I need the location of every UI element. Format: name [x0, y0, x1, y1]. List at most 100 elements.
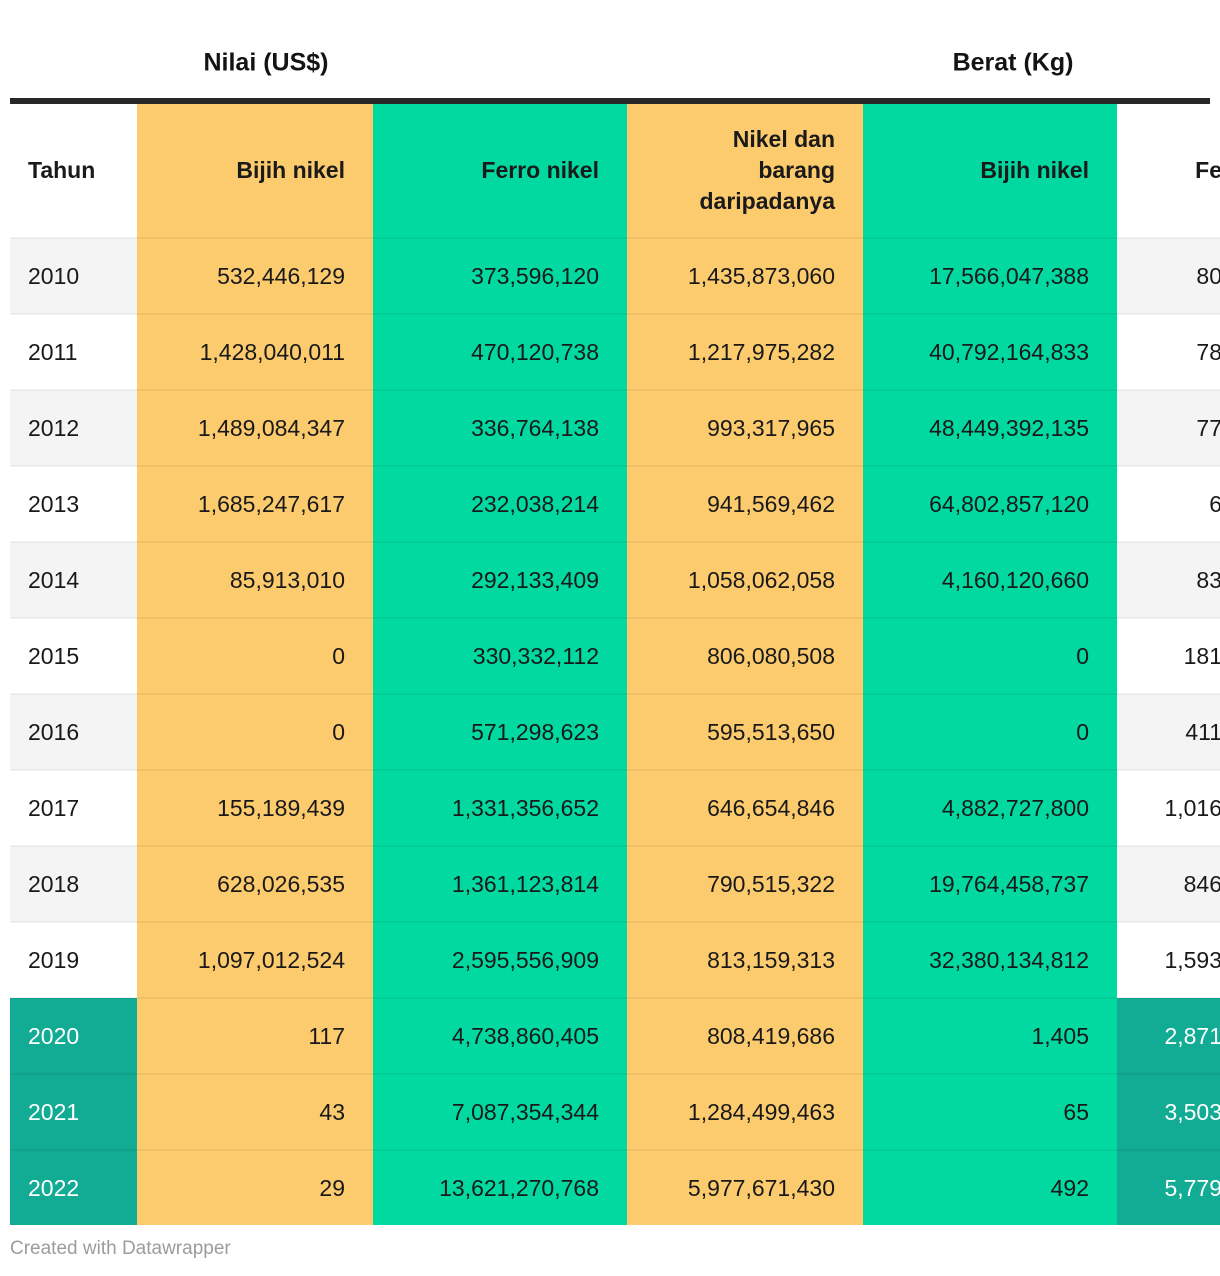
nilai-ferro-nikel-cell: 2,595,556,909 [373, 922, 627, 998]
nilai-bijih-nikel-cell: 29 [137, 1150, 373, 1225]
table-row: 2019 1,097,012,524 2,595,556,909 813,159… [10, 922, 1220, 998]
table-row: 2010 532,446,129 373,596,120 1,435,873,0… [10, 238, 1220, 314]
berat-ferro-nikel-cell-truncated: 1,016 [1164, 794, 1220, 821]
berat-ferro-nikel-cell-truncated: 77 [1117, 390, 1220, 466]
nilai-bijih-nikel-cell: 532,446,129 [137, 238, 373, 314]
table-row: 2016 0 571,298,623 595,513,650 0 411 [10, 694, 1220, 770]
table-row: 2018 628,026,535 1,361,123,814 790,515,3… [10, 846, 1220, 922]
berat-ferro-nikel-cell-truncated: 5,779 [1117, 1150, 1220, 1225]
table-header-row: Tahun Bijih nikel Ferro nikel Nikel dan … [10, 104, 1220, 238]
nilai-bijih-nikel-cell: 1,428,040,011 [137, 314, 373, 390]
column-header-nilai-bijih-nikel: Bijih nikel [137, 104, 373, 238]
nilai-nikel-dan-barang-cell: 813,159,313 [627, 922, 863, 998]
nilai-bijih-nikel-cell: 85,913,010 [137, 542, 373, 618]
nilai-ferro-nikel-cell: 373,596,120 [373, 238, 627, 314]
year-cell: 2012 [10, 390, 137, 466]
nilai-nikel-dan-barang-cell: 1,058,062,058 [627, 542, 863, 618]
table-row: 2022 29 13,621,270,768 5,977,671,430 492… [10, 1150, 1220, 1225]
berat-ferro-nikel-cell-truncated: 181 [1183, 642, 1220, 669]
nilai-ferro-nikel-cell: 470,120,738 [373, 314, 627, 390]
berat-ferro-nikel-cell-truncated: 846 [1117, 846, 1220, 922]
berat-bijih-nikel-cell: 48,449,392,135 [863, 390, 1117, 466]
nilai-bijih-nikel-cell: 0 [137, 618, 373, 694]
nilai-bijih-nikel-cell: 43 [137, 1074, 373, 1150]
table-row: 2014 85,913,010 292,133,409 1,058,062,05… [10, 542, 1220, 618]
nilai-bijih-nikel-cell: 1,097,012,524 [137, 922, 373, 998]
nilai-ferro-nikel-cell: 571,298,623 [373, 694, 627, 770]
berat-bijih-nikel-cell: 17,566,047,388 [863, 238, 1117, 314]
nilai-ferro-nikel-cell: 4,738,860,405 [373, 998, 627, 1074]
column-header-berat-bijih-nikel: Bijih nikel [863, 104, 1117, 238]
data-table: Tahun Bijih nikel Ferro nikel Nikel dan … [10, 104, 1220, 1225]
berat-bijih-nikel-cell: 19,764,458,737 [863, 846, 1117, 922]
year-cell: 2017 [28, 794, 80, 821]
nilai-bijih-nikel-cell: 0 [137, 694, 373, 770]
berat-bijih-nikel-cell: 32,380,134,812 [863, 922, 1117, 998]
nilai-nikel-dan-barang-cell: 1,217,975,282 [627, 314, 863, 390]
berat-bijih-nikel-cell: 492 [863, 1150, 1117, 1225]
nilai-bijih-nikel-cell: 628,026,535 [137, 846, 373, 922]
column-header-nilai-ferro-nikel: Ferro nikel [373, 104, 627, 238]
year-cell: 2018 [10, 846, 137, 922]
column-header-nilai-nikel-dan-barang: Nikel dan barang daripadanya [627, 104, 863, 238]
year-cell: 2019 [28, 946, 80, 973]
year-cell: 2013 [28, 490, 80, 517]
nilai-nikel-dan-barang-cell: 646,654,846 [627, 770, 863, 846]
berat-bijih-nikel-cell: 0 [863, 694, 1117, 770]
column-group-header-berat: Berat (Kg) [952, 48, 1074, 77]
column-header-tahun: Tahun [28, 156, 96, 183]
nilai-bijih-nikel-cell: 1,489,084,347 [137, 390, 373, 466]
berat-ferro-nikel-cell-truncated: 411 [1117, 694, 1220, 770]
year-cell: 2015 [28, 642, 80, 669]
nilai-ferro-nikel-cell: 336,764,138 [373, 390, 627, 466]
datawrapper-attribution-link[interactable]: Created with Datawrapper [10, 1238, 231, 1259]
nilai-ferro-nikel-cell: 13,621,270,768 [373, 1150, 627, 1225]
year-cell: 2020 [10, 998, 137, 1074]
nilai-nikel-dan-barang-cell: 1,284,499,463 [627, 1074, 863, 1150]
nilai-nikel-dan-barang-cell: 1,435,873,060 [627, 238, 863, 314]
berat-ferro-nikel-cell-truncated: 78 [1196, 338, 1220, 365]
column-header-nilai-nikel-dan-barang-label: Nikel dan barang daripadanya [699, 125, 836, 215]
berat-bijih-nikel-cell: 1,405 [863, 998, 1117, 1074]
table-row: 2020 117 4,738,860,405 808,419,686 1,405… [10, 998, 1220, 1074]
nilai-ferro-nikel-cell: 7,087,354,344 [373, 1074, 627, 1150]
nilai-ferro-nikel-cell: 232,038,214 [373, 466, 627, 542]
berat-ferro-nikel-cell-truncated: 83 [1117, 542, 1220, 618]
nilai-nikel-dan-barang-cell: 5,977,671,430 [627, 1150, 863, 1225]
berat-ferro-nikel-cell-truncated: 6 [1209, 490, 1220, 517]
header-rule-divider [10, 98, 1210, 104]
table-body: 2010 532,446,129 373,596,120 1,435,873,0… [10, 238, 1220, 1225]
nilai-nikel-dan-barang-cell: 808,419,686 [627, 998, 863, 1074]
berat-bijih-nikel-cell: 64,802,857,120 [863, 466, 1117, 542]
year-cell: 2021 [10, 1074, 137, 1150]
nilai-bijih-nikel-cell: 1,685,247,617 [137, 466, 373, 542]
year-cell: 2014 [10, 542, 137, 618]
nilai-ferro-nikel-cell: 1,331,356,652 [373, 770, 627, 846]
nilai-ferro-nikel-cell: 1,361,123,814 [373, 846, 627, 922]
nilai-ferro-nikel-cell: 292,133,409 [373, 542, 627, 618]
table-row: 2017 155,189,439 1,331,356,652 646,654,8… [10, 770, 1220, 846]
table-row: 2012 1,489,084,347 336,764,138 993,317,9… [10, 390, 1220, 466]
nilai-bijih-nikel-cell: 117 [137, 998, 373, 1074]
nilai-nikel-dan-barang-cell: 595,513,650 [627, 694, 863, 770]
nilai-nikel-dan-barang-cell: 806,080,508 [627, 618, 863, 694]
year-cell: 2016 [10, 694, 137, 770]
nilai-bijih-nikel-cell: 155,189,439 [137, 770, 373, 846]
berat-ferro-nikel-cell-truncated: 1,593 [1164, 946, 1220, 973]
table-row: 2013 1,685,247,617 232,038,214 941,569,4… [10, 466, 1220, 542]
year-cell: 2011 [28, 338, 78, 365]
nilai-nikel-dan-barang-cell: 941,569,462 [627, 466, 863, 542]
table-row: 2011 1,428,040,011 470,120,738 1,217,975… [10, 314, 1220, 390]
year-cell: 2010 [10, 238, 137, 314]
berat-bijih-nikel-cell: 4,160,120,660 [863, 542, 1117, 618]
nilai-nikel-dan-barang-cell: 993,317,965 [627, 390, 863, 466]
column-header-berat-ferro-nikel-truncated: Fe [1195, 156, 1220, 183]
berat-ferro-nikel-cell-truncated: 3,503 [1117, 1074, 1220, 1150]
table-row: 2015 0 330,332,112 806,080,508 0 181 [10, 618, 1220, 694]
berat-ferro-nikel-cell-truncated: 80 [1117, 238, 1220, 314]
berat-bijih-nikel-cell: 4,882,727,800 [863, 770, 1117, 846]
table-row: 2021 43 7,087,354,344 1,284,499,463 65 3… [10, 1074, 1220, 1150]
column-group-header-nilai: Nilai (US$) [203, 48, 329, 77]
year-cell: 2022 [10, 1150, 137, 1225]
